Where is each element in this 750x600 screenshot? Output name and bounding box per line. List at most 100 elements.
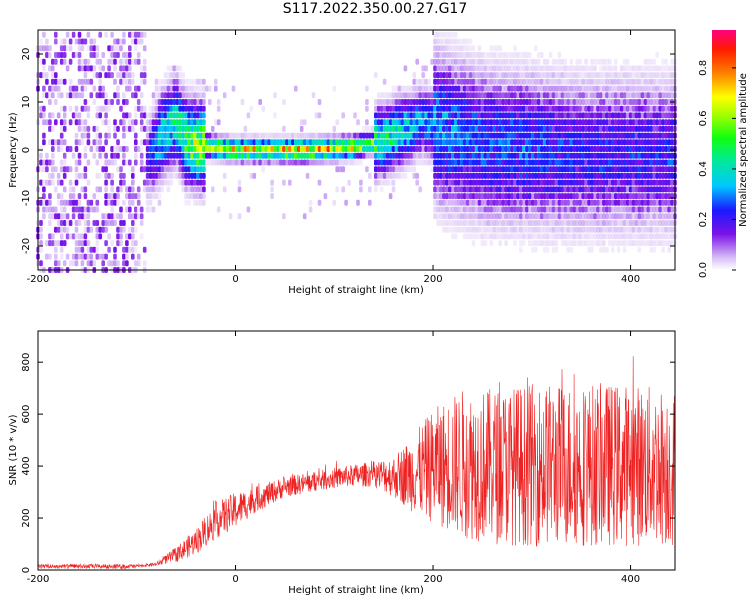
heatmap-cell bbox=[77, 38, 82, 45]
heatmap-cell bbox=[533, 166, 538, 173]
heatmap-cell bbox=[504, 132, 508, 139]
heatmap-cell bbox=[661, 206, 665, 213]
heatmap-cell bbox=[622, 226, 627, 233]
heatmap-cell bbox=[545, 240, 550, 247]
heatmap-cell bbox=[77, 213, 82, 220]
heatmap-cell bbox=[486, 226, 491, 233]
heatmap-cell bbox=[634, 213, 639, 220]
heatmap-cell bbox=[391, 139, 396, 146]
heatmap-cell bbox=[643, 206, 648, 213]
heatmap-cell bbox=[545, 78, 550, 85]
heatmap-cell bbox=[65, 31, 70, 38]
heatmap-cell bbox=[154, 159, 159, 166]
heatmap-cell bbox=[572, 233, 577, 240]
heatmap-cell bbox=[448, 119, 452, 126]
heatmap-cell bbox=[658, 186, 662, 193]
heatmap-cell bbox=[92, 45, 97, 52]
heatmap-cell bbox=[513, 78, 517, 85]
heatmap-cell bbox=[430, 159, 434, 166]
heatmap-cell bbox=[566, 233, 571, 240]
heatmap-cell bbox=[590, 179, 594, 186]
heatmap-cell bbox=[59, 78, 64, 85]
heatmap-cell bbox=[433, 193, 437, 200]
heatmap-cell bbox=[92, 246, 97, 253]
heatmap-cell bbox=[234, 159, 239, 166]
heatmap-cell bbox=[430, 105, 434, 112]
heatmap-cell bbox=[581, 172, 585, 179]
heatmap-cell bbox=[664, 78, 668, 85]
heatmap-cell bbox=[382, 105, 387, 112]
heatmap-cell bbox=[68, 193, 73, 200]
heatmap-cell bbox=[593, 166, 597, 173]
heatmap-cell bbox=[643, 139, 648, 146]
heatmap-cell bbox=[56, 220, 61, 226]
heatmap-cell bbox=[652, 199, 657, 206]
heatmap-cell bbox=[166, 179, 171, 186]
heatmap-cell bbox=[243, 132, 248, 139]
heatmap-cell bbox=[225, 159, 230, 166]
heatmap-cell bbox=[54, 85, 58, 92]
heatmap-cell bbox=[533, 105, 538, 112]
heatmap-cell bbox=[240, 132, 245, 139]
heatmap-cell bbox=[160, 166, 165, 173]
heatmap-cell bbox=[646, 112, 651, 119]
heatmap-cell bbox=[465, 172, 470, 179]
heatmap-cell bbox=[575, 152, 579, 159]
heatmap-cell bbox=[628, 213, 633, 220]
heatmap-cell bbox=[622, 139, 627, 146]
heatmap-cell bbox=[471, 199, 476, 206]
heatmap-cell bbox=[590, 213, 594, 220]
heatmap-cell bbox=[557, 172, 562, 179]
heatmap-cell bbox=[459, 199, 464, 206]
heatmap-cell bbox=[222, 159, 227, 166]
heatmap-cell bbox=[119, 213, 123, 220]
heatmap-cell bbox=[442, 179, 446, 186]
heatmap-cell bbox=[584, 240, 588, 247]
heatmap-cell bbox=[545, 166, 550, 173]
heatmap-cell bbox=[504, 213, 508, 220]
heatmap-cell bbox=[596, 78, 600, 85]
heatmap-cell bbox=[169, 159, 174, 166]
y-tick-label: 20 bbox=[21, 48, 32, 61]
heatmap-cell bbox=[406, 125, 411, 132]
x-tick-label: -200 bbox=[27, 574, 50, 585]
heatmap-cell bbox=[451, 38, 455, 45]
heatmap-cell bbox=[98, 92, 102, 99]
heatmap-cell bbox=[157, 78, 162, 85]
heatmap-cell bbox=[42, 132, 46, 139]
heatmap-cell bbox=[542, 193, 547, 200]
heatmap-cell bbox=[459, 38, 464, 45]
heatmap-cell bbox=[45, 253, 49, 260]
heatmap-cell bbox=[442, 52, 446, 58]
heatmap-cell bbox=[625, 65, 630, 72]
heatmap-cell bbox=[640, 92, 645, 99]
heatmap-cell bbox=[652, 166, 657, 173]
heatmap-cell bbox=[622, 193, 627, 200]
heatmap-cell bbox=[605, 85, 609, 92]
heatmap-cell bbox=[391, 112, 396, 119]
heatmap-cell bbox=[655, 125, 659, 132]
colorbar-tick-label: 0.2 bbox=[698, 212, 709, 228]
heatmap-cell bbox=[166, 105, 171, 112]
heatmap-cell bbox=[400, 125, 405, 132]
heatmap-cell bbox=[510, 58, 514, 65]
heatmap-cell bbox=[122, 119, 126, 126]
heatmap-cell bbox=[388, 193, 393, 200]
heatmap-cell bbox=[486, 92, 491, 99]
heatmap-cell bbox=[513, 193, 517, 200]
heatmap-cell bbox=[631, 233, 636, 240]
heatmap-cell bbox=[578, 146, 582, 152]
heatmap-cell bbox=[631, 125, 636, 132]
heatmap-cell bbox=[545, 233, 550, 240]
heatmap-cell bbox=[474, 78, 479, 85]
heatmap-cell bbox=[54, 52, 58, 58]
heatmap-cell bbox=[359, 159, 363, 166]
heatmap-cell bbox=[427, 85, 431, 92]
heatmap-cell bbox=[480, 119, 485, 126]
heatmap-cell bbox=[86, 220, 91, 226]
heatmap-cell bbox=[667, 220, 671, 226]
heatmap-cell bbox=[86, 199, 91, 206]
heatmap-cell bbox=[74, 119, 79, 126]
heatmap-cell bbox=[77, 92, 82, 99]
heatmap-cell bbox=[59, 58, 64, 65]
